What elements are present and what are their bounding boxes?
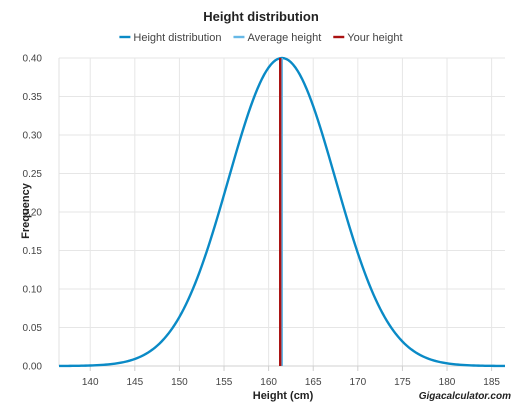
legend-item-0[interactable]: Height distribution [119,32,221,44]
x-tick-label-0: 140 [82,377,99,388]
y-axis-title: Frequency [20,182,32,239]
x-tick-label-7: 175 [394,377,411,388]
legend-label-0: Height distribution [133,32,221,44]
y-tick-label-8: 0.40 [23,54,43,65]
legend-label-2: Your height [347,32,402,44]
chart-title: Height distribution [203,9,319,24]
y-tick-label-0: 0.00 [23,362,43,373]
legend-item-1[interactable]: Average height [233,32,321,44]
y-tick-label-2: 0.10 [23,285,43,296]
x-tick-label-6: 170 [349,377,366,388]
x-tick-label-8: 180 [439,377,456,388]
legend[interactable]: Height distribution Average height Your he… [119,32,403,44]
x-tick-label-1: 145 [126,377,143,388]
x-tick-label-4: 160 [260,377,277,388]
legend-label-1: Average height [247,32,321,44]
x-axis-ticks: 140 145 150 155 160 165 170 175 180 185 [82,377,501,388]
x-tick-label-3: 155 [216,377,233,388]
legend-item-2[interactable]: Your height [333,32,403,44]
y-tick-label-3: 0.15 [23,246,43,257]
y-tick-label-4: 0.20 [23,208,43,219]
y-tick-label-7: 0.35 [23,92,43,103]
y-tick-label-5: 0.25 [23,169,43,180]
series-layer [58,56,506,368]
grid [58,57,505,371]
x-tick-label-2: 150 [171,377,188,388]
x-tick-label-5: 165 [305,377,322,388]
y-tick-label-6: 0.30 [23,131,43,142]
watermark-label: Gigacalculator.com [419,391,511,402]
y-axis-ticks: 0.00 0.05 0.10 0.15 0.20 0.25 0.30 0.35 0.40 [23,54,43,373]
x-tick-label-9: 185 [483,377,500,388]
y-tick-label-1: 0.05 [23,323,43,334]
x-axis-title: Height (cm) [253,390,314,402]
